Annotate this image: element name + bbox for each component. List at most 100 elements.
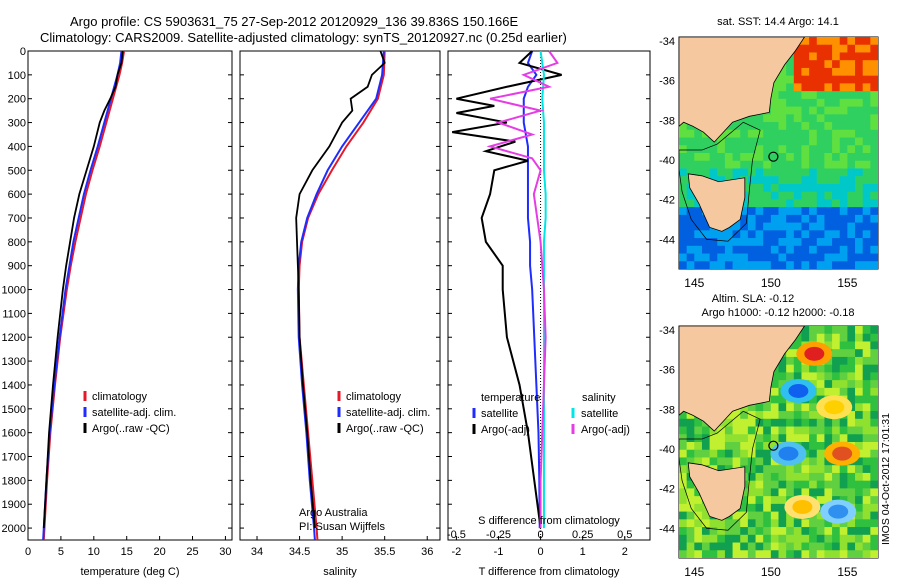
- map-cell: [740, 488, 749, 497]
- map-cell: [839, 160, 848, 170]
- map-cell: [816, 75, 826, 84]
- map-cell: [839, 418, 848, 428]
- map-cell: [816, 418, 826, 428]
- map-cell: [824, 183, 833, 193]
- map-cell: [801, 457, 810, 466]
- map-cell: [740, 261, 749, 269]
- map-cell: [755, 442, 764, 451]
- map-cell: [763, 238, 772, 247]
- map-cell: [870, 519, 878, 528]
- map-cell: [870, 387, 878, 397]
- map-cell: [747, 434, 757, 443]
- map-cell: [770, 457, 780, 466]
- map-cell: [686, 168, 695, 177]
- map-cell: [686, 542, 695, 551]
- map-cell: [694, 511, 703, 520]
- map-cell: [801, 472, 810, 482]
- x-tick-label: 36: [421, 546, 433, 558]
- map-cell: [832, 222, 841, 231]
- map-cell: [824, 83, 833, 92]
- map-cell: [778, 207, 787, 216]
- map-cell: [770, 403, 780, 412]
- map-cell: [809, 214, 818, 224]
- map-cell: [717, 168, 726, 177]
- map-cell: [755, 207, 764, 216]
- map-cell: [839, 426, 848, 435]
- map-cell: [801, 534, 810, 544]
- map-cell: [847, 160, 856, 170]
- depth-tick-label: 200: [8, 94, 26, 106]
- map-cell: [709, 145, 718, 154]
- map-cell: [686, 449, 695, 459]
- map-cell: [839, 364, 848, 373]
- map-cell: [839, 542, 848, 551]
- depth-tick-label: 1500: [2, 404, 26, 416]
- legend-label: satellite-adj. clim.: [92, 407, 176, 419]
- map-cell: [847, 122, 856, 131]
- map-cell: [809, 98, 818, 108]
- x-tick-label: 0: [538, 546, 544, 558]
- map-cell: [847, 542, 856, 551]
- map-cell: [816, 191, 826, 200]
- map-cell: [870, 67, 878, 77]
- map-cell: [770, 207, 780, 216]
- map-cell: [786, 356, 795, 366]
- map-cell: [870, 238, 878, 247]
- map-cell: [855, 60, 864, 69]
- map-cell: [778, 253, 787, 262]
- map-cell: [832, 129, 841, 139]
- map-cell: [847, 67, 856, 77]
- map-cell: [824, 114, 833, 123]
- map-cell: [816, 114, 826, 123]
- map-cell: [724, 168, 734, 177]
- map-cell: [778, 199, 787, 208]
- map-cell: [809, 129, 818, 139]
- map-cell: [763, 168, 772, 177]
- map-cell: [793, 222, 803, 231]
- map-cell: [816, 426, 826, 435]
- map-cell: [786, 145, 795, 154]
- map-cell: [732, 550, 741, 558]
- map-cell: [801, 129, 810, 139]
- map-cell: [855, 465, 864, 474]
- map-cell: [824, 160, 833, 170]
- sla-eddy-core: [828, 504, 849, 519]
- map-cell: [855, 238, 864, 247]
- map-cell: [862, 442, 871, 451]
- map-cell: [839, 37, 848, 46]
- map-cell: [770, 488, 780, 497]
- map-cell: [847, 480, 856, 489]
- map-cell: [824, 60, 833, 69]
- map-cell: [809, 106, 818, 115]
- map-cell: [793, 333, 803, 343]
- map-cell: [755, 403, 764, 412]
- map-cell: [855, 457, 864, 466]
- map-cell: [732, 519, 741, 528]
- map-cell: [809, 550, 818, 558]
- map-cell: [855, 129, 864, 139]
- map-cell: [801, 191, 810, 200]
- map-cell: [839, 333, 848, 343]
- map-cell: [870, 153, 878, 162]
- map-cell: [747, 145, 757, 154]
- map-cell: [763, 449, 772, 459]
- map-cell: [832, 114, 841, 123]
- map-cell: [832, 75, 841, 84]
- map-cell: [770, 511, 780, 520]
- map-cell: [824, 372, 833, 381]
- map-cell: [717, 426, 726, 435]
- map-1: [679, 37, 878, 269]
- map-cell: [839, 98, 848, 108]
- map-cell: [786, 91, 795, 100]
- map-cell: [847, 60, 856, 69]
- map-cell: [816, 207, 826, 216]
- map-cell: [816, 488, 826, 497]
- map-cell: [747, 114, 757, 123]
- map-cell: [755, 129, 764, 139]
- map-cell: [786, 527, 795, 536]
- map-cell: [793, 137, 803, 146]
- map-cell: [755, 145, 764, 154]
- map-cell: [801, 238, 810, 247]
- map-cell: [816, 129, 826, 139]
- map-cell: [839, 550, 848, 558]
